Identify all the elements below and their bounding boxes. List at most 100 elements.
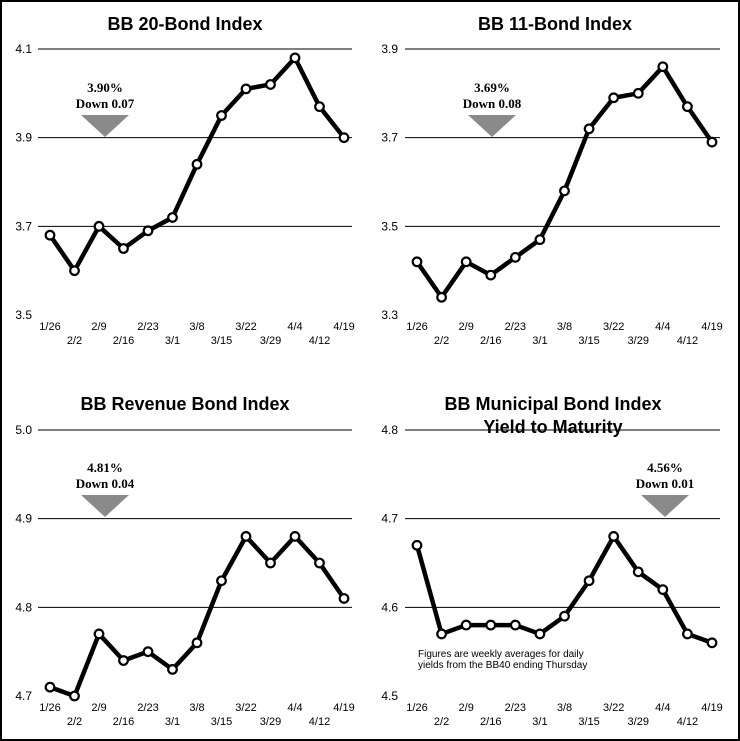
x-tick-label: 3/8 xyxy=(557,321,572,333)
x-tick-label: 3/1 xyxy=(532,335,547,347)
x-tick-label: 4/12 xyxy=(309,335,330,347)
data-point xyxy=(682,101,693,113)
annotation-value: 4.81% xyxy=(87,460,123,475)
data-point xyxy=(118,655,129,666)
data-point xyxy=(411,539,423,551)
data-point xyxy=(559,185,570,197)
data-point xyxy=(44,681,56,693)
x-tick-label: 2/9 xyxy=(91,321,106,333)
chart-panel-3: BB Revenue Bond Index 4.7 4.8 4.9 5.0 1/26 2/2… xyxy=(15,394,354,728)
x-tick-label: 3/29 xyxy=(628,716,649,728)
y-tick-label: 3.9 xyxy=(381,42,398,56)
data-point xyxy=(69,690,80,702)
y-tick-label: 4.5 xyxy=(381,689,398,703)
down-triangle-icon xyxy=(81,115,129,137)
data-point xyxy=(682,628,693,640)
chart-panel-4: BB Municipal Bond Index Yield to Maturity… xyxy=(381,394,722,728)
annotation-change: Down 0.01 xyxy=(636,476,695,491)
data-point xyxy=(509,251,521,263)
chart-title: BB Revenue Bond Index xyxy=(80,394,289,414)
x-tick-label: 1/26 xyxy=(406,702,427,714)
x-tick-label: 2/23 xyxy=(505,321,526,333)
x-tick-label: 3/15 xyxy=(578,335,599,347)
x-tick-label: 3/1 xyxy=(165,335,180,347)
data-point xyxy=(142,646,154,658)
annotation-value: 4.56% xyxy=(647,460,683,475)
data-point xyxy=(608,531,620,542)
data-point xyxy=(240,531,252,542)
x-tick-label: 4/19 xyxy=(701,321,722,333)
x-tick-label: 4/19 xyxy=(333,702,354,714)
x-tick-label: 2/2 xyxy=(434,335,449,347)
x-tick-label: 2/16 xyxy=(113,716,134,728)
data-point xyxy=(289,52,301,64)
y-tick-label: 3.5 xyxy=(15,308,32,322)
y-tick-label: 3.9 xyxy=(15,131,32,145)
y-tick-label: 4.6 xyxy=(381,600,398,614)
chart-title: BB 20-Bond Index xyxy=(107,14,262,34)
x-tick-label: 3/22 xyxy=(235,702,256,714)
data-point xyxy=(142,225,154,237)
x-tick-label: 1/26 xyxy=(39,321,60,333)
data-point xyxy=(314,557,325,569)
x-tick-label: 2/23 xyxy=(137,702,158,714)
data-point xyxy=(559,610,570,622)
chart-subtitle: Yield to Maturity xyxy=(483,417,622,437)
x-tick-label: 3/8 xyxy=(189,702,204,714)
data-point xyxy=(460,256,472,268)
x-tick-label: 2/9 xyxy=(91,702,106,714)
data-point xyxy=(93,628,105,640)
data-point xyxy=(608,92,620,104)
data-point xyxy=(657,584,669,595)
data-point xyxy=(216,575,227,587)
annotation-value: 3.90% xyxy=(87,80,123,95)
y-tick-label: 3.3 xyxy=(381,308,398,322)
data-point xyxy=(191,637,203,649)
x-tick-label: 3/22 xyxy=(235,321,256,333)
annotation-change: Down 0.08 xyxy=(463,96,522,111)
annotation-change: Down 0.07 xyxy=(76,96,135,111)
x-tick-label: 3/22 xyxy=(603,702,624,714)
down-triangle-icon xyxy=(81,495,129,517)
data-point xyxy=(706,637,718,649)
y-tick-label: 4.1 xyxy=(15,42,32,56)
down-triangle-icon xyxy=(641,495,689,517)
data-point xyxy=(69,265,80,277)
data-point xyxy=(289,531,301,542)
data-point xyxy=(706,136,718,148)
x-tick-label: 3/1 xyxy=(532,716,547,728)
down-triangle-icon xyxy=(468,115,516,137)
x-tick-label: 3/8 xyxy=(189,321,204,333)
x-tick-label: 2/16 xyxy=(113,335,134,347)
data-point xyxy=(411,256,423,268)
y-tick-label: 4.8 xyxy=(15,600,32,614)
x-tick-label: 4/4 xyxy=(655,321,670,333)
data-point xyxy=(118,243,129,254)
x-tick-label: 3/15 xyxy=(211,335,232,347)
data-point xyxy=(485,269,497,281)
data-point xyxy=(632,566,644,578)
data-point xyxy=(338,132,350,144)
x-tick-label: 4/4 xyxy=(287,321,302,333)
x-tick-label: 4/4 xyxy=(655,702,670,714)
y-tick-label: 4.9 xyxy=(15,512,32,526)
data-point xyxy=(44,229,56,241)
x-tick-label: 1/26 xyxy=(406,321,427,333)
x-tick-label: 2/2 xyxy=(67,335,82,347)
data-point xyxy=(216,110,227,121)
data-point xyxy=(485,619,497,631)
data-point xyxy=(93,220,105,232)
x-tick-label: 4/4 xyxy=(287,702,302,714)
x-tick-label: 2/9 xyxy=(459,702,474,714)
data-point xyxy=(314,101,325,113)
x-tick-label: 3/29 xyxy=(260,716,281,728)
chart-title: BB Municipal Bond Index xyxy=(444,394,661,414)
y-tick-label: 3.5 xyxy=(381,219,398,233)
y-tick-label: 3.7 xyxy=(15,219,32,233)
footnote-line: Figures are weekly averages for daily xyxy=(418,649,584,660)
data-point xyxy=(191,158,203,170)
data-point xyxy=(534,234,546,246)
data-point xyxy=(534,628,546,640)
